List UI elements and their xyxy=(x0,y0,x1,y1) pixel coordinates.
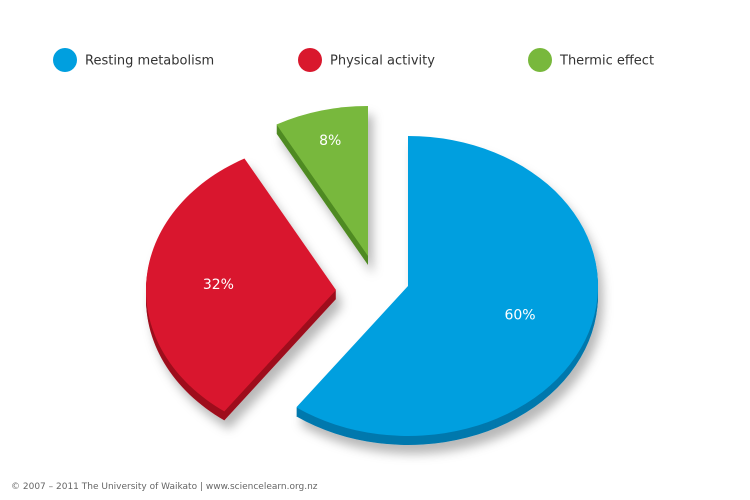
legend-label: Resting metabolism xyxy=(85,54,214,69)
slice-thermic-effect xyxy=(276,106,368,265)
slice-physical-activity xyxy=(145,158,336,421)
slice-resting-metabolism xyxy=(296,136,599,445)
legend-swatch xyxy=(528,48,552,72)
legend-item-thermic-effect: Thermic effect xyxy=(528,48,654,72)
legend-swatch xyxy=(298,48,322,72)
legend-label: Physical activity xyxy=(330,54,435,69)
legend: Resting metabolism Physical activity Therm… xyxy=(53,48,654,72)
legend-item-resting-metabolism: Resting metabolism xyxy=(53,48,214,72)
slice-labels: 60% 32% 8% xyxy=(203,133,536,324)
slice-value-label: 60% xyxy=(504,308,535,324)
legend-item-physical-activity: Physical activity xyxy=(298,48,435,72)
slice-value-label: 32% xyxy=(203,277,234,293)
slice-top xyxy=(145,158,336,412)
legend-swatch xyxy=(53,48,77,72)
slice-top xyxy=(276,106,368,256)
slice-top xyxy=(296,136,599,436)
copyright-notice: © 2007 – 2011 The University of Waikato … xyxy=(11,482,318,492)
pie-slices xyxy=(145,106,599,445)
slice-value-label: 8% xyxy=(319,133,341,149)
legend-label: Thermic effect xyxy=(559,54,654,69)
